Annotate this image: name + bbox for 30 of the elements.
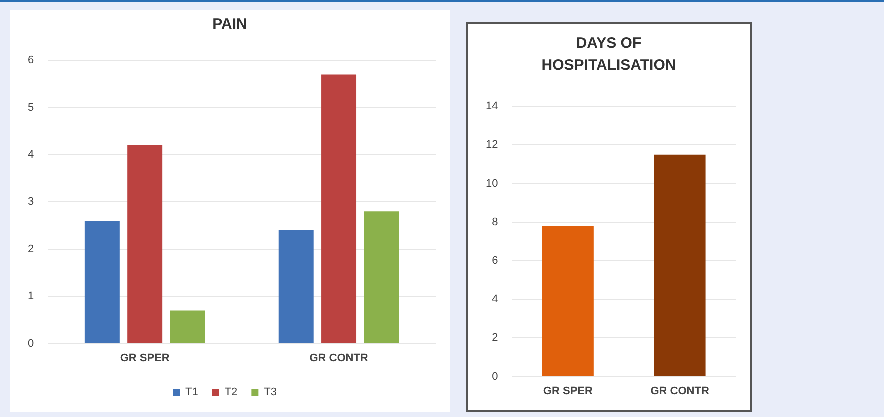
x-tick-label: GR CONTR [650, 385, 710, 398]
x-tick-label: GR CONTR [310, 352, 368, 364]
y-tick-label: 3 [28, 196, 34, 208]
y-tick-label: 2 [492, 332, 498, 344]
y-tick-label: 4 [28, 149, 34, 162]
y-tick-label: 6 [28, 54, 34, 67]
y-tick-label: 8 [492, 216, 498, 228]
y-tick-label: 0 [28, 338, 34, 350]
y-tick-label: 1 [28, 290, 34, 303]
y-tick-label: 2 [28, 243, 34, 256]
y-tick-label: 10 [486, 178, 498, 190]
legend-label: T1 [185, 386, 198, 399]
bar [170, 310, 206, 344]
bar [128, 146, 163, 344]
x-tick-label: GR SPER [120, 352, 170, 364]
bar [322, 74, 357, 344]
y-tick-label: 12 [486, 139, 498, 152]
y-tick-label: 4 [492, 294, 498, 306]
x-tick-label: GR SPER [543, 385, 593, 398]
y-tick-label: 0 [492, 370, 498, 383]
bar [84, 221, 120, 344]
chart-title: PAIN [212, 15, 248, 35]
y-tick-label: 6 [492, 255, 498, 268]
chart-title: DAYS OF HOSPITALISATION [540, 34, 678, 76]
legend-label: T2 [224, 386, 238, 399]
bar [278, 230, 314, 344]
y-tick-label: 14 [486, 100, 498, 113]
y-tick-label: 5 [28, 102, 34, 114]
bar [364, 212, 400, 344]
legend-label: T3 [264, 386, 278, 399]
